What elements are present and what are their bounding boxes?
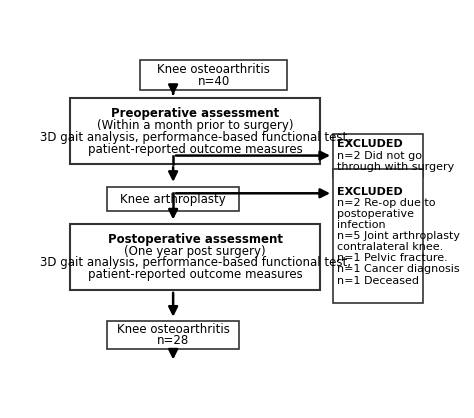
Text: patient-reported outcome measures: patient-reported outcome measures xyxy=(88,143,302,155)
Text: contralateral knee.: contralateral knee. xyxy=(337,242,443,252)
Text: postoperative: postoperative xyxy=(337,209,414,219)
Text: n=1 Cancer diagnosis: n=1 Cancer diagnosis xyxy=(337,265,459,274)
Text: Knee osteoarthritis: Knee osteoarthritis xyxy=(117,323,229,336)
Text: n=2 Did not go: n=2 Did not go xyxy=(337,150,421,161)
Text: infection: infection xyxy=(337,220,385,230)
Text: EXCLUDED: EXCLUDED xyxy=(337,140,402,150)
Text: Knee arthroplasty: Knee arthroplasty xyxy=(120,193,226,206)
Text: 3D gait analysis, performance-based functional test,: 3D gait analysis, performance-based func… xyxy=(40,256,351,269)
Text: n=2 Re-op due to: n=2 Re-op due to xyxy=(337,198,435,208)
Text: patient-reported outcome measures: patient-reported outcome measures xyxy=(88,268,302,281)
FancyBboxPatch shape xyxy=(70,99,320,164)
FancyBboxPatch shape xyxy=(140,60,287,90)
Text: n=40: n=40 xyxy=(197,74,230,87)
Text: (Within a month prior to surgery): (Within a month prior to surgery) xyxy=(97,119,293,132)
FancyBboxPatch shape xyxy=(70,224,320,290)
Text: n=1 Pelvic fracture.: n=1 Pelvic fracture. xyxy=(337,253,447,263)
Text: Preoperative assessment: Preoperative assessment xyxy=(111,107,279,120)
Text: n=1 Deceased: n=1 Deceased xyxy=(337,275,419,285)
Text: n=28: n=28 xyxy=(157,334,189,347)
FancyBboxPatch shape xyxy=(107,321,239,349)
FancyBboxPatch shape xyxy=(333,169,423,303)
FancyBboxPatch shape xyxy=(333,134,423,177)
Text: EXCLUDED: EXCLUDED xyxy=(337,186,402,196)
Text: n=5 Joint arthroplasty: n=5 Joint arthroplasty xyxy=(337,231,460,241)
Text: Knee osteoarthritis: Knee osteoarthritis xyxy=(157,63,270,76)
Text: through with surgery: through with surgery xyxy=(337,162,454,172)
FancyBboxPatch shape xyxy=(107,187,239,211)
Text: Postoperative assessment: Postoperative assessment xyxy=(108,233,283,246)
Text: (One year post surgery): (One year post surgery) xyxy=(124,245,266,257)
Text: 3D gait analysis, performance-based functional test,: 3D gait analysis, performance-based func… xyxy=(40,131,351,144)
